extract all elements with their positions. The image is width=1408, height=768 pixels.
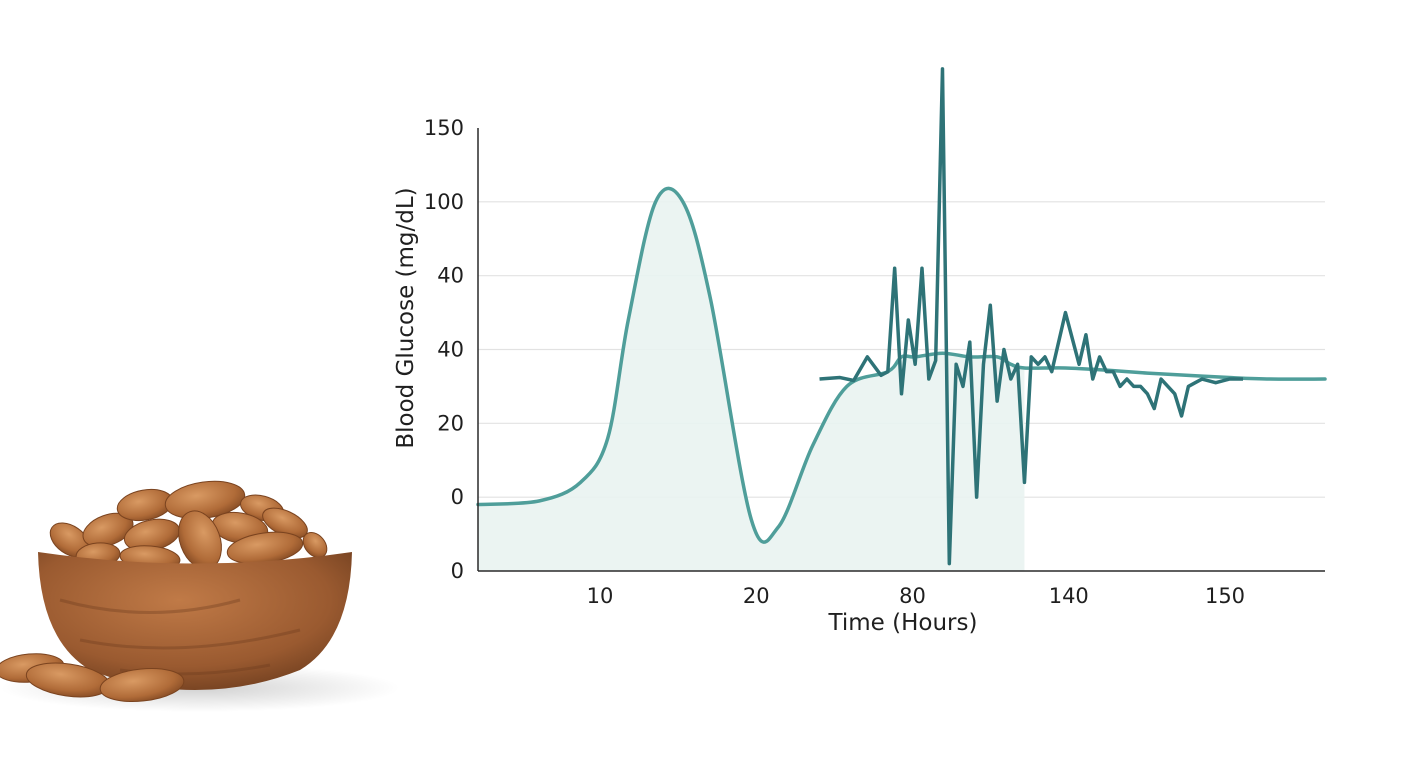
y-tick-label: 40: [437, 264, 464, 288]
y-tick-label: 20: [437, 411, 464, 435]
x-tick-label: 20: [743, 584, 770, 608]
y-tick-label: 150: [424, 116, 464, 140]
x-tick-label: 80: [899, 584, 926, 608]
y-tick-label: 100: [424, 190, 464, 214]
x-axis-title: Time (Hours): [828, 610, 978, 636]
x-tick-label: 150: [1205, 584, 1245, 608]
almonds-in-wooden-bowl: [0, 480, 400, 712]
y-tick-label: 40: [437, 338, 464, 362]
y-axis-title: Blood Glucose (mg/dL): [393, 187, 419, 448]
almond: [99, 667, 185, 703]
wooden-bowl: [38, 552, 352, 690]
y-tick-label: 0: [451, 485, 464, 509]
x-tick-labels: 10 20 80 140 150: [587, 584, 1245, 608]
almonds-in-bowl: [49, 480, 328, 571]
y-tick-label: 0: [451, 559, 464, 583]
almond: [82, 512, 134, 548]
x-tick-label: 10: [587, 584, 614, 608]
loose-almonds: [0, 653, 185, 703]
y-tick-labels: 0 0 20 40 40 100 150: [424, 116, 464, 583]
almond: [302, 531, 328, 559]
x-tick-label: 140: [1049, 584, 1089, 608]
smooth-series-fill: [478, 188, 1025, 572]
glucose-line-chart: 0 0 20 40 40 100 150 10 20 80 140 150 Blood Glucos…: [393, 67, 1327, 636]
noisy-series-line: [819, 67, 1244, 566]
